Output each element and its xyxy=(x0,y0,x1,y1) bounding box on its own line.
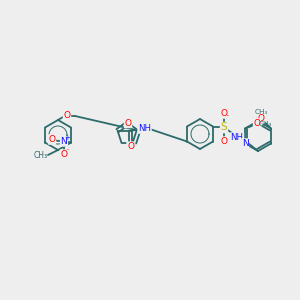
Text: N: N xyxy=(61,137,68,146)
Text: +: + xyxy=(64,134,70,140)
Text: O: O xyxy=(257,114,265,123)
Text: O: O xyxy=(220,137,227,146)
Text: ⁻: ⁻ xyxy=(66,148,69,154)
Text: ·: · xyxy=(226,112,229,122)
Text: CH₃: CH₃ xyxy=(254,109,268,115)
Text: O: O xyxy=(49,135,56,144)
Text: N: N xyxy=(255,116,261,125)
Text: NH: NH xyxy=(230,133,244,142)
Text: O: O xyxy=(127,142,134,151)
Text: CH₃: CH₃ xyxy=(34,152,48,160)
Text: CH₃: CH₃ xyxy=(258,121,272,127)
Text: O: O xyxy=(61,150,68,159)
Text: O: O xyxy=(220,109,227,118)
Text: O: O xyxy=(124,118,131,127)
Text: S: S xyxy=(221,122,227,133)
Text: O: O xyxy=(254,119,260,128)
Text: N: N xyxy=(242,139,248,148)
Text: NH: NH xyxy=(138,124,151,133)
Text: O: O xyxy=(64,112,70,121)
